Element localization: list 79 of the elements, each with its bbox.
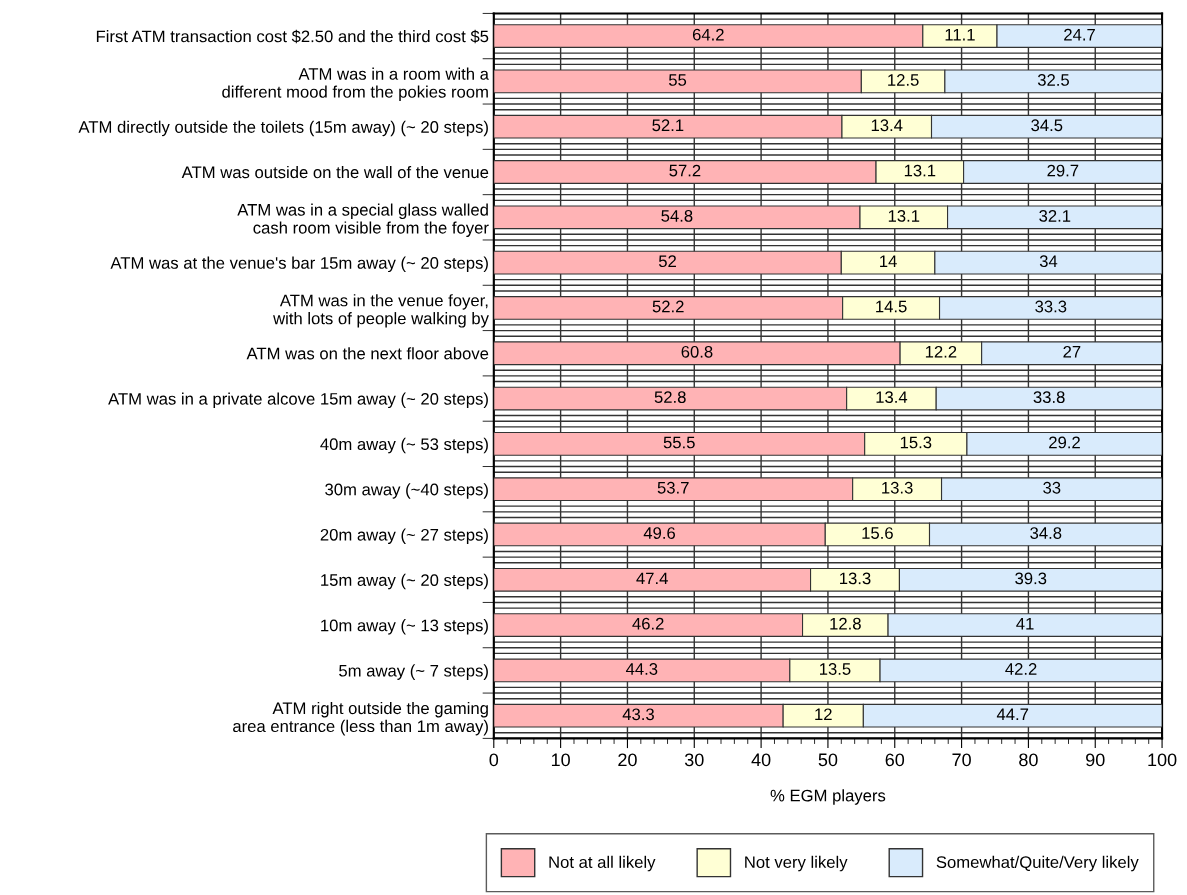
data-label: 29.2 bbox=[1049, 436, 1080, 449]
data-label: 15.3 bbox=[900, 436, 932, 449]
legend-label: Somewhat/Quite/Very likely bbox=[936, 855, 1139, 872]
data-label: 13.5 bbox=[820, 663, 851, 675]
x-tick-label: 70 bbox=[952, 753, 971, 767]
data-label: 33.8 bbox=[1033, 391, 1065, 404]
data-label: 12 bbox=[815, 708, 832, 721]
data-label: 57.2 bbox=[669, 164, 701, 177]
data-label: 34.5 bbox=[1031, 119, 1063, 132]
data-label: 44.7 bbox=[996, 708, 1029, 721]
x-tick-label: 80 bbox=[1019, 753, 1038, 767]
data-label: 15.6 bbox=[862, 527, 893, 539]
data-label: 43.3 bbox=[622, 708, 654, 721]
data-label: 46.2 bbox=[632, 617, 664, 630]
data-label: 32.5 bbox=[1037, 74, 1069, 86]
data-label: 12.8 bbox=[830, 617, 861, 630]
data-label: 12.5 bbox=[888, 74, 919, 86]
data-label: 13.1 bbox=[904, 164, 936, 177]
data-label: 29.7 bbox=[1047, 164, 1079, 177]
x-tick-label: 100 bbox=[1148, 753, 1177, 767]
y-tick-label: ATM was in a private alcove 15m away (~ 20 steps) bbox=[108, 392, 488, 409]
data-label: 60.8 bbox=[681, 345, 713, 358]
x-tick-label: 0 bbox=[489, 753, 499, 767]
y-tick-label: ATM was at the venue's bar 15m away (~ 20 steps) bbox=[110, 256, 488, 273]
data-label: 14 bbox=[880, 255, 897, 267]
y-tick-label: First ATM transaction cost $2.50 and the third cost $5 bbox=[96, 29, 489, 44]
data-label: 13.3 bbox=[840, 572, 871, 585]
y-tick-label: ATM was outside on the wall of the venue bbox=[181, 165, 489, 179]
y-tick-label: 30m away (~40 steps) bbox=[325, 483, 488, 499]
data-label: 34.8 bbox=[1030, 527, 1062, 539]
x-tick-label: 20 bbox=[618, 753, 637, 767]
data-label: 13.1 bbox=[888, 209, 920, 222]
x-tick-label: 10 bbox=[551, 753, 570, 767]
data-label: 49.6 bbox=[643, 527, 676, 539]
y-tick-label: 5m away (~ 7 steps) bbox=[339, 664, 488, 680]
data-label: 42.2 bbox=[1005, 663, 1037, 675]
data-label: 64.2 bbox=[692, 28, 724, 41]
y-tick-label: ATM right outside the gaming area entrance (less than 1m away) bbox=[233, 701, 488, 736]
data-label: 12.2 bbox=[925, 345, 957, 358]
data-label: 52 bbox=[658, 255, 676, 268]
data-label: 14.5 bbox=[876, 300, 907, 313]
y-tick-label: ATM was in a special glass walled cash room visible from the foyer bbox=[237, 203, 489, 237]
data-label: 54.8 bbox=[661, 209, 693, 222]
y-tick-label: 40m away (~ 53 steps) bbox=[320, 437, 488, 454]
x-tick-label: 90 bbox=[1086, 753, 1105, 767]
data-label: 13.4 bbox=[871, 119, 903, 132]
y-tick-label: ATM was on the next floor above bbox=[246, 347, 489, 360]
data-label: 39.3 bbox=[1015, 572, 1047, 585]
data-label: 33.3 bbox=[1035, 300, 1067, 313]
data-label: 13.3 bbox=[882, 481, 913, 494]
data-label: 52.1 bbox=[652, 119, 684, 132]
data-label: 44.3 bbox=[625, 663, 658, 675]
data-label: 13.4 bbox=[876, 391, 908, 404]
data-label: 11.1 bbox=[945, 28, 975, 41]
data-label: 32.1 bbox=[1039, 209, 1071, 222]
y-tick-label: 15m away (~ 20 steps) bbox=[321, 573, 488, 590]
x-tick-label: 50 bbox=[818, 753, 838, 767]
data-label: 34 bbox=[1039, 255, 1058, 268]
x-tick-label: 40 bbox=[751, 753, 771, 767]
y-tick-label: 10m away (~ 13 steps) bbox=[321, 619, 488, 635]
data-label: 55.5 bbox=[663, 436, 695, 449]
y-tick-label: 20m away (~ 27 steps) bbox=[320, 528, 488, 544]
data-label: 52.2 bbox=[652, 300, 684, 313]
y-tick-label: ATM directly outside the toilets (15m away) (~ 20 steps) bbox=[78, 120, 488, 137]
data-label: 24.7 bbox=[1064, 28, 1095, 41]
legend-label: Not very likely bbox=[745, 855, 848, 872]
data-label: 52.8 bbox=[654, 391, 686, 404]
x-tick-label: 30 bbox=[684, 753, 704, 767]
data-label: 33 bbox=[1043, 481, 1061, 494]
legend-label: Not at all likely bbox=[549, 855, 656, 872]
y-tick-label: ATM was in the venue foyer, with lots of people walking by bbox=[273, 294, 489, 328]
x-tick-label: 60 bbox=[885, 753, 905, 767]
data-label: 55 bbox=[668, 74, 687, 86]
data-label: 41 bbox=[1016, 617, 1034, 630]
data-label: 47.4 bbox=[636, 572, 668, 585]
x-axis-title: % EGM players bbox=[770, 789, 886, 805]
data-label: 53.7 bbox=[657, 481, 689, 494]
y-tick-label: ATM was in a room with a different mood from the pokies room bbox=[222, 67, 489, 102]
data-label: 27 bbox=[1063, 345, 1081, 358]
